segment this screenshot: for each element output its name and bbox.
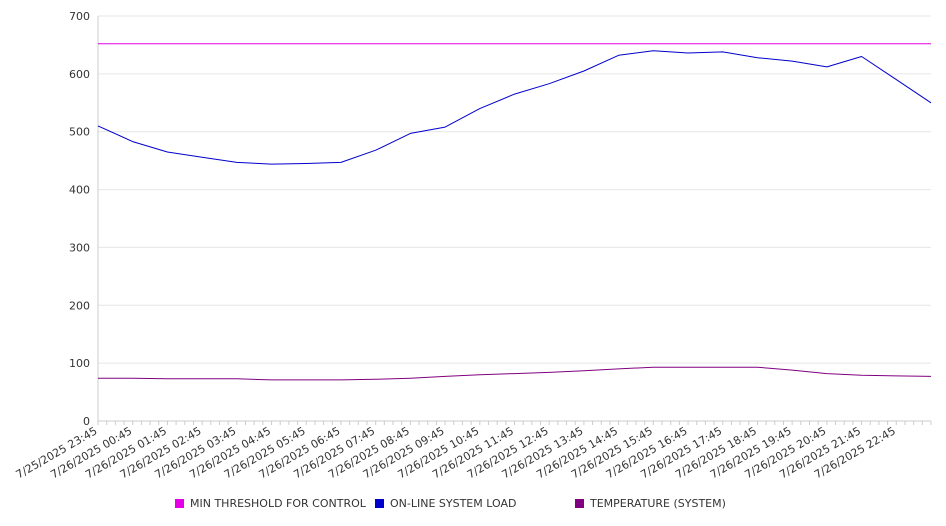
legend-label-threshold: MIN THRESHOLD FOR CONTROL	[190, 497, 366, 510]
legend-item-system-load[interactable]: ON-LINE SYSTEM LOAD	[375, 497, 516, 510]
legend-swatch-system-load	[375, 499, 384, 508]
series-lines	[97, 43, 932, 381]
y-tick-label: 0	[83, 415, 90, 428]
legend-item-threshold[interactable]: MIN THRESHOLD FOR CONTROL	[175, 497, 366, 510]
y-tick-label: 200	[69, 299, 90, 312]
y-tick-label: 300	[69, 241, 90, 254]
legend-swatch-temperature	[575, 499, 584, 508]
series-line-1	[97, 50, 932, 165]
legend-item-temperature[interactable]: TEMPERATURE (SYSTEM)	[575, 497, 726, 510]
axes	[97, 16, 932, 425]
legend-label-system-load: ON-LINE SYSTEM LOAD	[390, 497, 517, 510]
y-tick-label: 500	[69, 126, 90, 139]
series-line-2	[98, 366, 932, 381]
legend-swatch-threshold	[175, 499, 184, 508]
gridlines	[98, 15, 931, 422]
y-tick-label: 400	[69, 184, 90, 197]
y-tick-label: 600	[69, 68, 90, 81]
legend-label-temperature: TEMPERATURE (SYSTEM)	[590, 497, 726, 510]
y-tick-label: 700	[69, 10, 90, 23]
legend: MIN THRESHOLD FOR CONTROL ON-LINE SYSTEM…	[0, 497, 946, 517]
y-tick-label: 100	[69, 357, 90, 370]
